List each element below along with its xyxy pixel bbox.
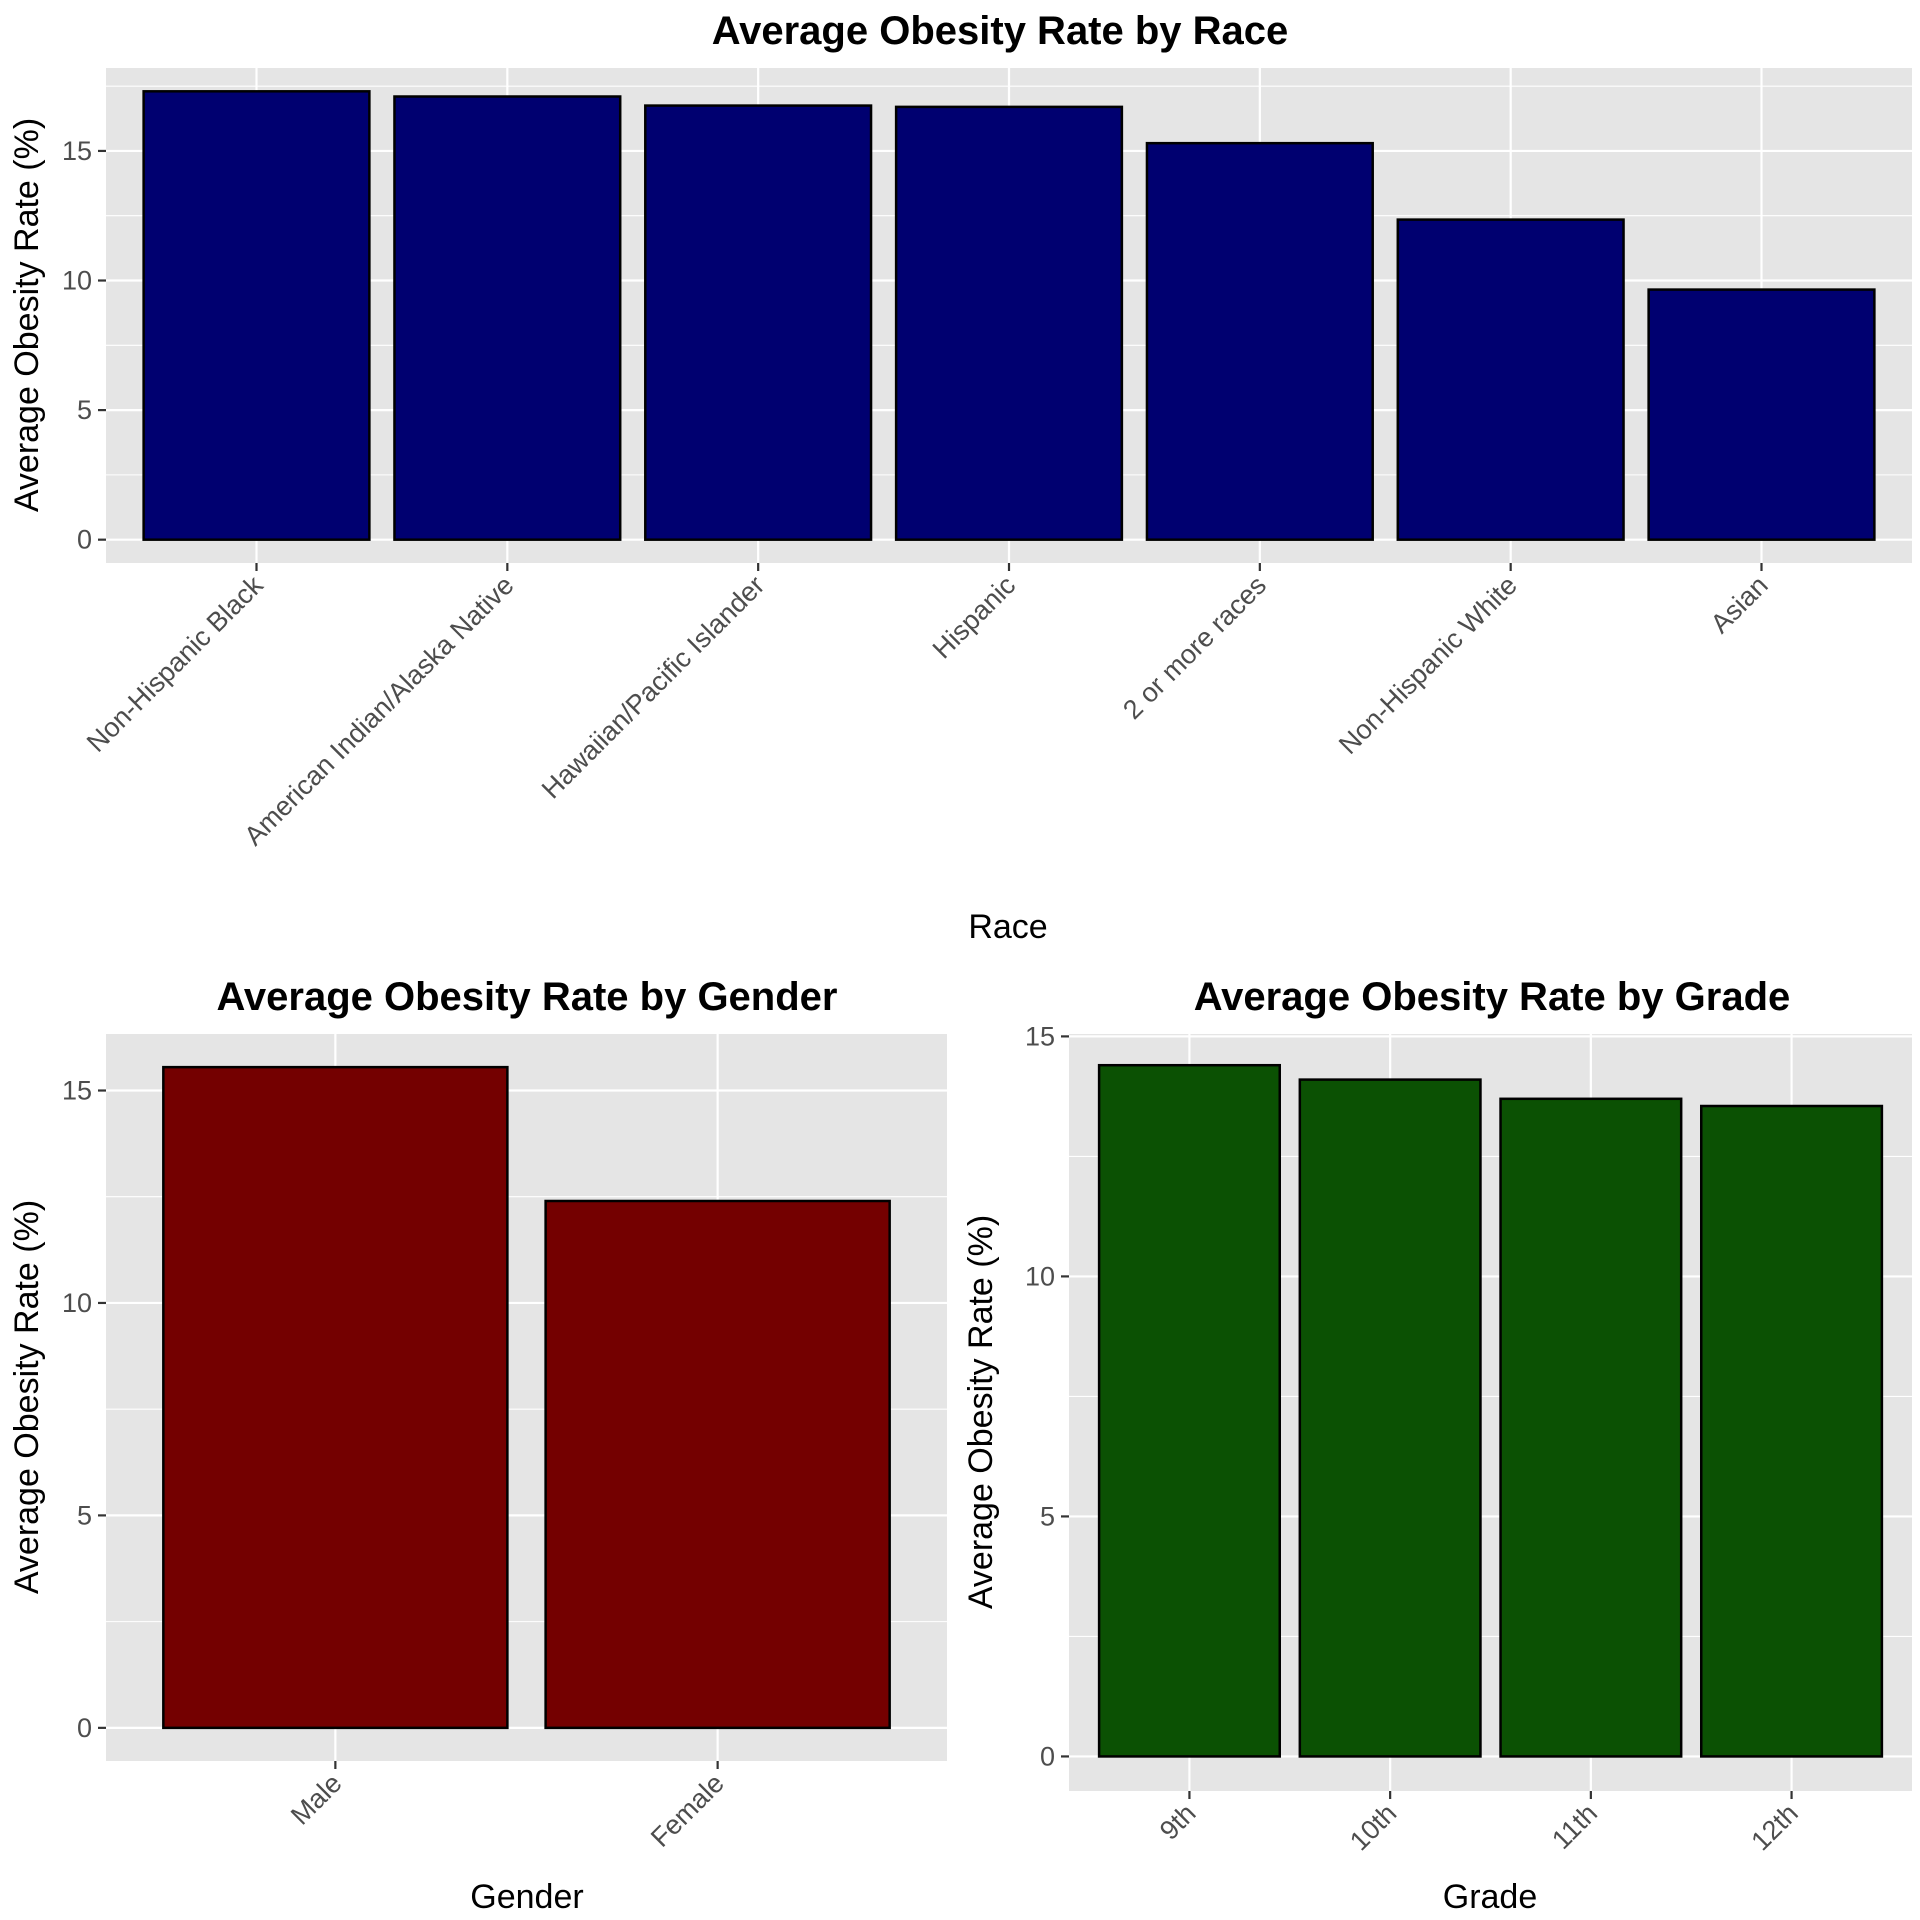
y-tick-label: 5	[1040, 1501, 1055, 1531]
race-x-axis-title: Race	[968, 908, 1047, 946]
gender-x-ticks: Male Female	[285, 1761, 730, 1853]
x-tick-label-female: Female	[645, 1768, 730, 1853]
x-tick-label-male: Male	[285, 1768, 348, 1831]
grade-bars	[1097, 1063, 1884, 1758]
race-chart-title: Average Obesity Rate by Race	[712, 9, 1289, 53]
bar-non-hispanic-white	[1396, 218, 1625, 541]
y-tick-label: 10	[62, 1288, 92, 1318]
race-chart: Average Obesity Rate by Race 0 5 10 15 Non-…	[8, 9, 1912, 946]
x-tick-label-12th: 12th	[1745, 1798, 1803, 1856]
gender-bars	[162, 1065, 891, 1730]
y-tick-label: 0	[77, 1713, 92, 1743]
gender-chart: Average Obesity Rate by Gender 0 5 10 15 Ma…	[8, 975, 947, 1916]
bar-11th	[1499, 1097, 1683, 1758]
y-tick-label: 5	[77, 395, 92, 425]
x-tick-label-10th: 10th	[1344, 1798, 1402, 1856]
bar-12th	[1700, 1104, 1884, 1758]
gender-y-ticks: 0 5 10 15	[62, 1076, 106, 1743]
gender-x-axis-title: Gender	[470, 1878, 583, 1916]
y-tick-label: 10	[1025, 1261, 1055, 1291]
grade-chart-title: Average Obesity Rate by Grade	[1194, 975, 1791, 1019]
y-tick-label: 5	[77, 1500, 92, 1530]
x-tick-label-non-hispanic-black: Non-Hispanic Black	[81, 570, 269, 758]
x-tick-label-hispanic: Hispanic	[927, 570, 1021, 664]
x-tick-label-hawaiian-pacific-islander: Hawaiian/Pacific Islander	[536, 570, 771, 805]
x-tick-label-11th: 11th	[1546, 1798, 1603, 1855]
bar-10th	[1298, 1078, 1482, 1758]
grade-x-ticks: 9th 10th 11th 12th	[1154, 1791, 1804, 1856]
x-tick-label-2-or-more-races: 2 or more races	[1117, 570, 1272, 725]
gender-y-axis-title: Average Obesity Rate (%)	[8, 1200, 46, 1594]
race-bars	[142, 90, 1876, 541]
y-tick-label: 15	[62, 1076, 92, 1106]
bar-american-indian-alaska-native	[393, 95, 622, 541]
grade-y-ticks: 0 5 10 15	[1025, 1021, 1069, 1771]
x-tick-label-asian: Asian	[1705, 570, 1774, 639]
bar-9th	[1097, 1063, 1282, 1758]
bar-hawaiian-pacific-islander	[644, 104, 873, 541]
y-tick-label: 10	[62, 266, 92, 296]
grade-x-axis-title: Grade	[1443, 1878, 1538, 1916]
x-tick-label-american-indian-alaska-native: American Indian/Alaska Native	[238, 570, 519, 851]
bar-2-or-more-races	[1145, 141, 1374, 541]
y-tick-label: 0	[77, 525, 92, 555]
y-tick-label: 15	[62, 136, 92, 166]
x-tick-label-9th: 9th	[1154, 1798, 1202, 1846]
y-tick-label: 0	[1040, 1741, 1055, 1771]
bar-hispanic	[894, 105, 1124, 541]
race-y-axis-title: Average Obesity Rate (%)	[8, 118, 46, 512]
y-tick-label: 15	[1025, 1021, 1055, 1051]
bar-male	[162, 1065, 509, 1730]
bar-asian	[1647, 288, 1876, 541]
x-tick-label-non-hispanic-white: Non-Hispanic White	[1333, 570, 1523, 760]
bar-female	[544, 1199, 891, 1730]
race-y-ticks: 0 5 10 15	[62, 136, 106, 555]
grade-y-axis-title: Average Obesity Rate (%)	[962, 1215, 1000, 1609]
grade-chart: Average Obesity Rate by Grade 0 5 10 15 9th…	[962, 975, 1912, 1916]
gender-chart-title: Average Obesity Rate by Gender	[217, 975, 838, 1019]
bar-non-hispanic-black	[142, 90, 371, 541]
